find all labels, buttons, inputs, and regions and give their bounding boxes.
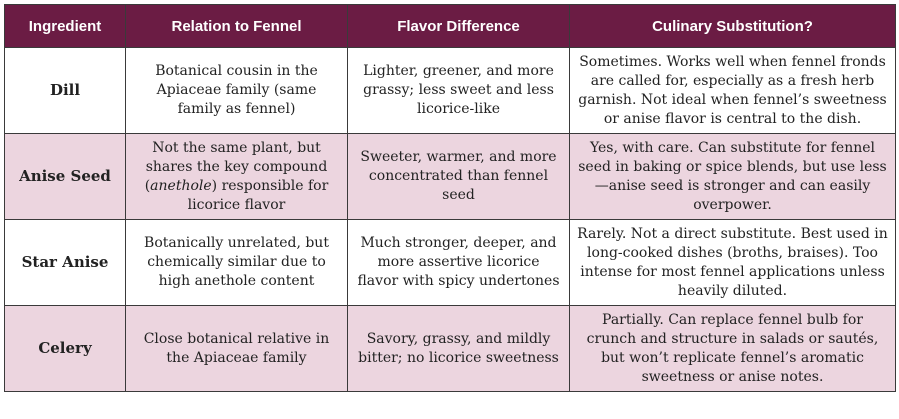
flavor-cell: Much stronger, deeper, and more assertiv… <box>347 219 570 306</box>
ingredient-cell: Star Anise <box>4 219 126 306</box>
table-row: Celery Close botanical relative in the A… <box>4 305 896 392</box>
substitution-cell: Sometimes. Works well when fennel fronds… <box>569 47 896 134</box>
substitution-cell: Yes, with care. Can substitute for fenne… <box>569 133 896 220</box>
substitution-cell: Partially. Can replace fennel bulb for c… <box>569 305 896 392</box>
table-row: Anise Seed Not the same plant, but share… <box>4 133 896 220</box>
header-relation: Relation to Fennel <box>125 4 348 48</box>
table-row: Star Anise Botanically unrelated, but ch… <box>4 219 896 306</box>
relation-text-after: ) responsible for licorice flavor <box>187 177 329 213</box>
relation-cell: Close botanical relative in the Apiaceae… <box>125 305 348 392</box>
relation-cell: Botanical cousin in the Apiaceae family … <box>125 47 348 134</box>
flavor-cell: Savory, grassy, and mildly bitter; no li… <box>347 305 570 392</box>
relation-cell: Botanically unrelated, but chemically si… <box>125 219 348 306</box>
header-ingredient: Ingredient <box>4 4 126 48</box>
ingredient-cell: Dill <box>4 47 126 134</box>
relation-compound: anethole <box>150 177 212 194</box>
table-container: Ingredient Relation to Fennel Flavor Dif… <box>4 4 896 392</box>
table-row: Dill Botanical cousin in the Apiaceae fa… <box>4 47 896 134</box>
flavor-cell: Lighter, greener, and more grassy; less … <box>347 47 570 134</box>
header-flavor: Flavor Difference <box>347 4 570 48</box>
comparison-table: Ingredient Relation to Fennel Flavor Dif… <box>4 4 896 392</box>
ingredient-cell: Celery <box>4 305 126 392</box>
ingredient-cell: Anise Seed <box>4 133 126 220</box>
flavor-cell: Sweeter, warmer, and more concentrated t… <box>347 133 570 220</box>
relation-text-before: Not the same plant, but shares the key c… <box>144 139 328 194</box>
substitution-cell: Rarely. Not a direct substitute. Best us… <box>569 219 896 306</box>
header-row: Ingredient Relation to Fennel Flavor Dif… <box>4 4 896 48</box>
relation-cell: Not the same plant, but shares the key c… <box>125 133 348 220</box>
header-substitution: Culinary Substitution? <box>569 4 896 48</box>
